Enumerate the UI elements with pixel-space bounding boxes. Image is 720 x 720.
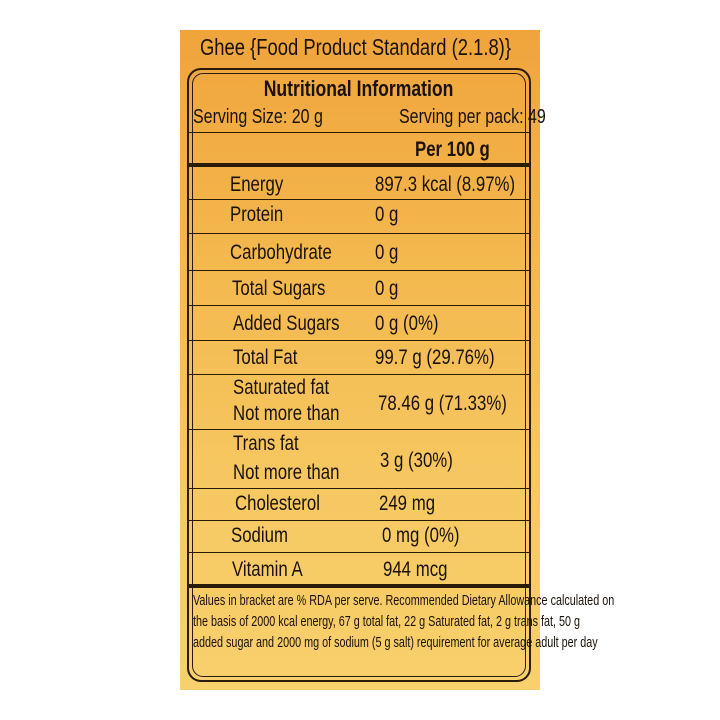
divider — [189, 429, 529, 430]
footnote-text: Values in bracket are % RDA per serve. R… — [193, 592, 615, 609]
heading-text: Nutritional Information — [264, 76, 454, 101]
divider — [189, 374, 529, 375]
row-label-qualifier: Not more than — [233, 461, 366, 485]
column-header-text: Per 100 g — [415, 138, 490, 161]
row-value: 0 mg (0%) — [382, 524, 479, 548]
row-value: 0 g — [375, 203, 404, 227]
table-heading: Nutritional Information — [189, 76, 529, 102]
row-label: Total Sugars — [232, 277, 349, 301]
row-label: Trans fat — [233, 432, 315, 456]
divider — [189, 340, 529, 341]
value-text: 0 g (0%) — [375, 312, 439, 335]
footnote-text: added sugar and 2000 mg of sodium (5 g s… — [193, 634, 598, 651]
serving-per-pack-text: Serving per pack: 49 — [399, 106, 546, 128]
qualifier-text: Not more than — [233, 461, 340, 484]
row-label: Protein — [230, 203, 297, 227]
divider — [189, 132, 529, 133]
label-text: Energy — [230, 173, 284, 196]
divider — [189, 270, 529, 271]
serving-per-pack: Serving per pack: 49 — [399, 106, 582, 129]
label-text: Trans fat — [233, 432, 299, 455]
footnote-line: Values in bracket are % RDA per serve. R… — [193, 590, 614, 611]
label-text: Vitamin A — [232, 558, 303, 581]
footnote-text: the basis of 2000 kcal energy, 67 g tota… — [193, 613, 581, 630]
row-value: 249 mg — [379, 492, 449, 516]
value-text: 0 g — [375, 203, 399, 226]
row-value: 3 g (30%) — [380, 449, 471, 473]
row-value: 0 g (0%) — [375, 312, 454, 336]
inner-border — [192, 73, 526, 677]
footnote-line: the basis of 2000 kcal energy, 67 g tota… — [193, 611, 580, 632]
label-text: Sodium — [231, 524, 288, 547]
label-text: Total Sugars — [232, 277, 326, 300]
value-text: 249 mg — [379, 492, 436, 515]
value-text: 99.7 g (29.76%) — [375, 346, 495, 369]
value-text: 3 g (30%) — [380, 449, 453, 472]
divider — [189, 520, 529, 521]
divider — [189, 584, 529, 588]
label-text: Carbohydrate — [230, 241, 332, 264]
row-label: Vitamin A — [232, 558, 320, 582]
row-label: Saturated fat — [233, 376, 353, 400]
label-text: Added Sugars — [233, 312, 340, 335]
divider — [189, 233, 529, 234]
row-label: Energy — [230, 173, 297, 197]
footnote: Values in bracket are % RDA per serve. R… — [193, 590, 614, 653]
label-text: Saturated fat — [233, 376, 330, 399]
footnote-line: added sugar and 2000 mg of sodium (5 g s… — [193, 632, 598, 653]
divider — [189, 305, 529, 306]
serving-size-text: Serving Size: 20 g — [193, 106, 323, 128]
row-label: Carbohydrate — [230, 241, 357, 265]
nutrition-table: Nutritional Information Serving Size: 20… — [187, 68, 614, 682]
row-value: 897.3 kcal (8.97%) — [375, 173, 550, 197]
row-value: 78.46 g (71.33%) — [378, 392, 539, 416]
row-value: 0 g — [375, 277, 404, 301]
value-text: 0 mg (0%) — [382, 524, 460, 547]
table-row: Energy 897.3 kcal (8.97%) — [189, 167, 529, 201]
row-value: 99.7 g (29.76%) — [375, 346, 524, 370]
divider — [189, 552, 529, 553]
row-label: Sodium — [231, 524, 302, 548]
nutrition-label: Ghee {Food Product Standard (2.1.8)} Nut… — [180, 30, 614, 690]
value-text: 944 mcg — [383, 558, 448, 581]
value-text: 78.46 g (71.33%) — [378, 392, 507, 415]
label-text: Protein — [230, 203, 284, 226]
row-label: Total Fat — [233, 346, 314, 370]
row-label-qualifier: Not more than — [233, 402, 366, 426]
divider — [189, 163, 529, 167]
row-value: 944 mcg — [383, 558, 464, 582]
product-title-text: Ghee {Food Product Standard (2.1.8)} — [200, 34, 511, 60]
value-text: 0 g — [375, 277, 399, 300]
column-header: Per 100 g — [415, 138, 508, 162]
label-text: Total Fat — [233, 346, 298, 369]
qualifier-text: Not more than — [233, 402, 340, 425]
product-title: Ghee {Food Product Standard (2.1.8)} — [200, 34, 589, 61]
divider — [189, 199, 529, 200]
row-label: Cholesterol — [235, 492, 341, 516]
divider — [189, 488, 529, 489]
value-text: 0 g — [375, 241, 399, 264]
label-text: Cholesterol — [235, 492, 320, 515]
serving-size: Serving Size: 20 g — [193, 106, 355, 129]
value-text: 897.3 kcal (8.97%) — [375, 173, 516, 196]
row-label: Added Sugars — [233, 312, 366, 336]
row-value: 0 g — [375, 241, 404, 265]
